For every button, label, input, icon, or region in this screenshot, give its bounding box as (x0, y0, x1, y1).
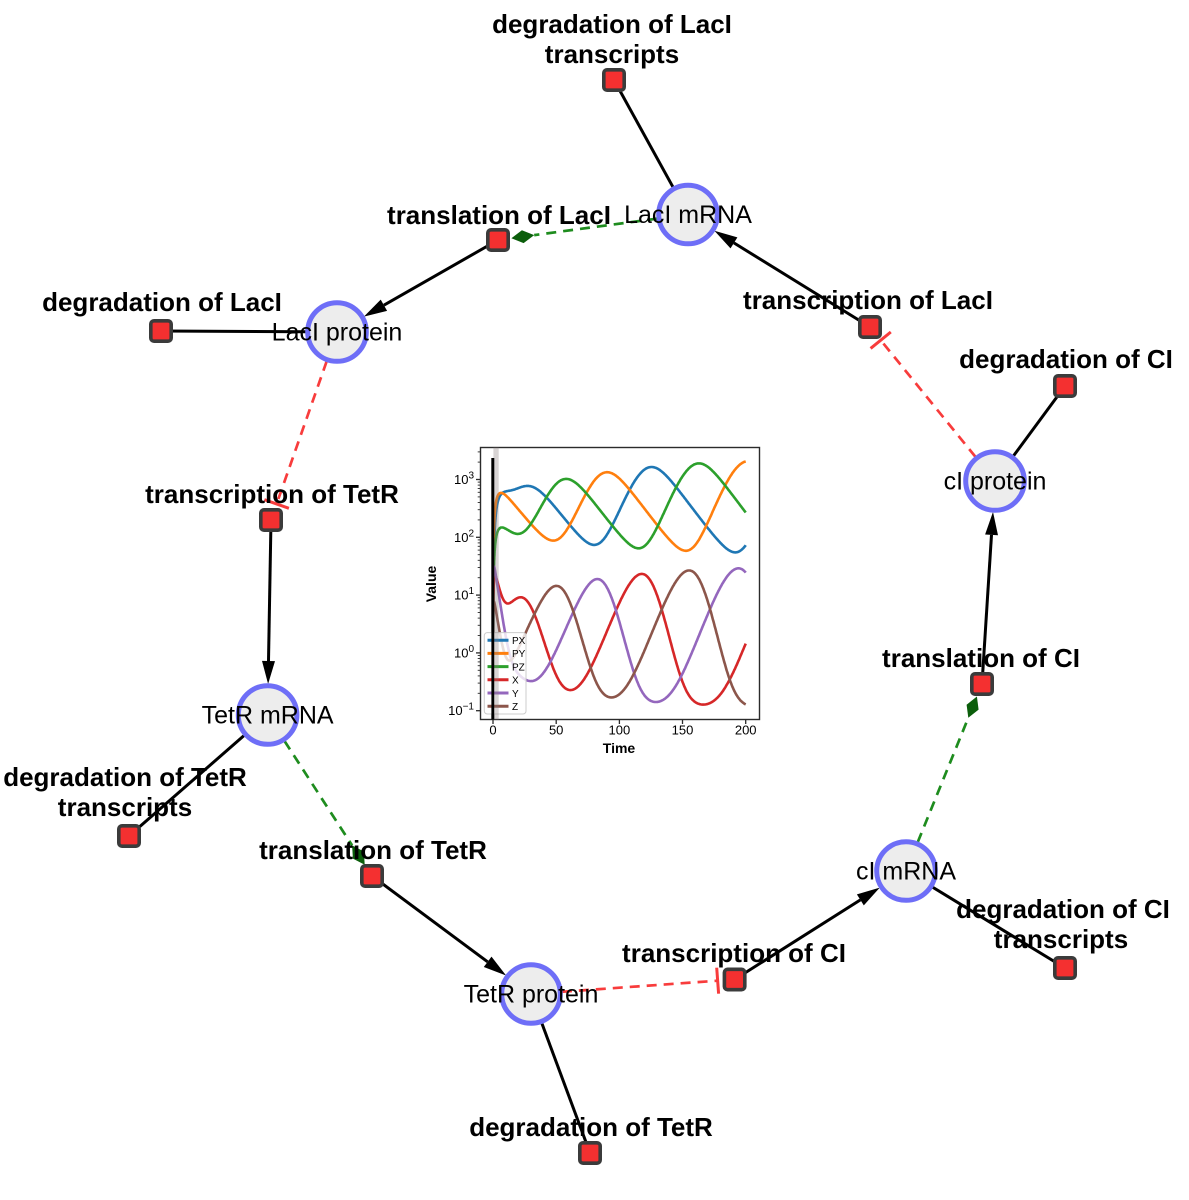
svg-text:degradation of LacI: degradation of LacI (492, 9, 732, 39)
svg-text:Time: Time (603, 740, 636, 756)
svg-text:PX: PX (512, 636, 526, 647)
svg-text:0: 0 (489, 723, 496, 738)
svg-text:Value: Value (423, 566, 439, 603)
svg-text:transcripts: transcripts (994, 924, 1128, 954)
svg-text:150: 150 (672, 723, 694, 738)
svg-text:transcription of TetR: transcription of TetR (145, 479, 399, 509)
svg-text:200: 200 (735, 723, 757, 738)
svg-text:transcription of LacI: transcription of LacI (743, 285, 993, 315)
svg-text:TetR protein: TetR protein (464, 981, 599, 1009)
svg-text:TetR mRNA: TetR mRNA (202, 702, 334, 730)
svg-text:translation of CI: translation of CI (882, 643, 1080, 673)
svg-text:translation of LacI: translation of LacI (387, 200, 611, 230)
svg-text:translation of TetR: translation of TetR (259, 835, 487, 865)
svg-text:X: X (512, 676, 519, 687)
svg-text:PZ: PZ (512, 662, 525, 673)
svg-text:Z: Z (512, 702, 518, 713)
svg-text:transcription of CI: transcription of CI (622, 938, 846, 968)
svg-text:PY: PY (512, 649, 526, 660)
svg-text:degradation of TetR: degradation of TetR (469, 1112, 713, 1142)
svg-text:LacI protein: LacI protein (272, 319, 403, 347)
svg-text:cI mRNA: cI mRNA (856, 858, 956, 886)
svg-text:degradation of LacI: degradation of LacI (42, 287, 282, 317)
svg-text:cI protein: cI protein (944, 468, 1047, 496)
svg-text:50: 50 (549, 723, 563, 738)
svg-text:LacI mRNA: LacI mRNA (624, 201, 752, 229)
svg-text:degradation of CI: degradation of CI (956, 894, 1170, 924)
svg-text:Y: Y (512, 689, 519, 700)
svg-text:degradation of CI: degradation of CI (959, 344, 1173, 374)
svg-text:transcripts: transcripts (545, 39, 679, 69)
svg-text:100: 100 (609, 723, 631, 738)
svg-text:degradation of TetR: degradation of TetR (3, 762, 247, 792)
svg-text:transcripts: transcripts (58, 792, 192, 822)
